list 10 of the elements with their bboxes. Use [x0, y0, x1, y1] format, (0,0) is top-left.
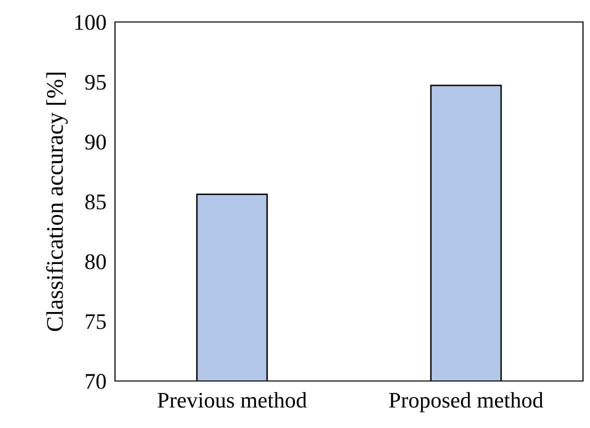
- y-tick-label: 100: [75, 14, 106, 30]
- y-tick-label: 90: [85, 134, 106, 150]
- y-tick-label: 85: [85, 194, 106, 210]
- y-tick-label: 80: [85, 254, 106, 270]
- x-tick-label: Previous method: [158, 392, 307, 408]
- y-tick-label: 95: [85, 74, 106, 90]
- x-tick-label: Proposed method: [389, 392, 544, 412]
- y-tick-label: 70: [86, 374, 106, 389]
- y-tick-label: 75: [86, 314, 106, 330]
- y-axis-title: Classification accuracy [%]: [46, 72, 68, 331]
